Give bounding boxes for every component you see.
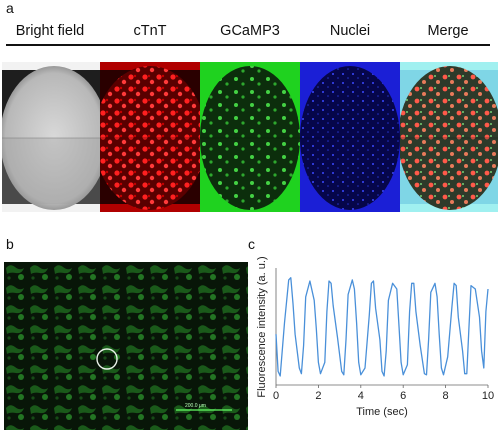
merge-image xyxy=(400,62,498,212)
header-rule xyxy=(6,44,490,46)
chart-axes xyxy=(275,268,488,386)
gcamp3-calcium-image xyxy=(4,262,248,430)
x-axis-label: Time (sec) xyxy=(356,406,408,418)
series-line xyxy=(275,277,489,377)
column-header-nuclei: Nuclei xyxy=(329,23,371,39)
panel-a-letter: a xyxy=(6,0,14,16)
panel-b-letter: b xyxy=(6,236,14,252)
fluorescence-chart: 0 2 4 6 8 10 Time (sec) Fluorescence intensit… xyxy=(256,256,494,418)
scale-bar-label: 200.0 μm xyxy=(185,403,206,409)
x-tick-label: 8 xyxy=(443,390,449,402)
x-tick-label: 0 xyxy=(273,390,279,402)
x-tick-label: 10 xyxy=(482,390,494,402)
x-tick-label: 2 xyxy=(315,390,321,402)
roi-circle xyxy=(96,348,118,370)
column-header-merge: Merge xyxy=(427,23,469,39)
nuclei-image xyxy=(300,62,400,212)
x-ticks: 0 2 4 6 8 10 xyxy=(273,385,494,402)
gcamp3-image xyxy=(200,62,300,212)
bright-field-image xyxy=(2,62,100,212)
x-tick-label: 6 xyxy=(400,390,406,402)
column-header-bright-field: Bright field xyxy=(15,23,85,39)
x-tick-label: 4 xyxy=(358,390,364,402)
ctnt-image xyxy=(100,62,200,212)
column-header-gcamp3: GCaMP3 xyxy=(220,23,280,39)
panel-c-letter: c xyxy=(248,236,255,252)
column-header-ctnt: cTnT xyxy=(133,23,167,39)
y-axis-label: Fluorescence intensity (a. u.) xyxy=(256,256,268,397)
